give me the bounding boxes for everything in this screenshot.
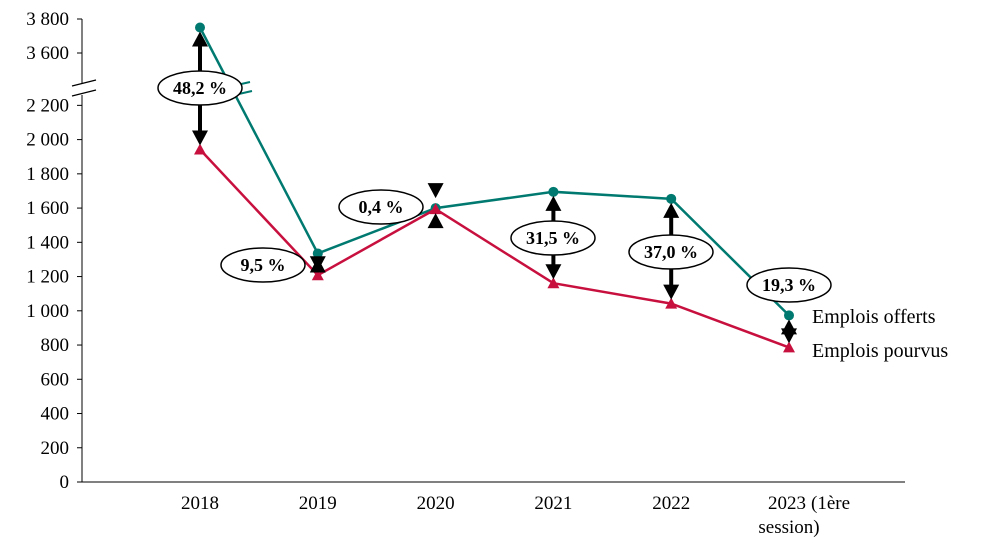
arrow-head [663, 284, 680, 300]
gap-label-bubble [338, 189, 424, 225]
arrow-head [309, 256, 326, 272]
data-point-circle [784, 310, 794, 321]
series-line-offerts [198, 26, 790, 317]
x-tick-label: 2021 [534, 493, 572, 514]
y-tick-label: 1 200 [26, 267, 69, 288]
gap-label-bubble [220, 247, 306, 283]
axes: 0 200 400 600 800 1 000 1 200 1 400 1 600 1 800 2 … [26, 9, 905, 538]
gap-label: 37,0 % [644, 242, 698, 262]
axis-break-mark [71, 89, 97, 97]
data-point-circle [666, 193, 677, 204]
x-tick-label: 2020 [417, 493, 455, 514]
arrow-head [781, 328, 797, 344]
data-point-triangle [429, 203, 442, 215]
y-tick-label: 800 [41, 335, 70, 356]
y-tick-label: 2 000 [26, 130, 69, 151]
data-point-circle [312, 248, 323, 259]
series-line-pourvus [199, 148, 790, 349]
y-tick-label: 1 600 [26, 198, 69, 219]
data-point-triangle [783, 341, 795, 353]
axis-break-mark [71, 79, 97, 87]
gap-label: 31,5 % [526, 228, 580, 248]
x-tick-label: session) [758, 517, 819, 538]
legend: Emplois offerts Emplois pourvus [812, 306, 948, 362]
gap-label-bubble [628, 234, 714, 270]
x-tick-label: (1ère [811, 493, 850, 514]
y-tick-label: 600 [41, 369, 70, 390]
x-tick-label: 2019 [299, 493, 337, 514]
gap-label: 9,5 % [241, 255, 286, 275]
gap-label-bubble [510, 220, 596, 256]
data-point-circle [195, 22, 205, 33]
data-point-triangle [547, 277, 560, 289]
arrow-head [192, 31, 208, 47]
series-lines [194, 22, 795, 353]
arrow-head [192, 130, 208, 146]
y-tick-label: 1 400 [26, 232, 69, 253]
y-tick-label: 400 [41, 404, 70, 425]
y-tick-label: 2 200 [26, 95, 69, 116]
x-tick-label: 2022 [652, 493, 690, 514]
data-point-triangle [311, 269, 324, 281]
y-tick-label: 200 [41, 438, 70, 459]
y-tick-label: 3 600 [26, 43, 69, 64]
gap-label: 19,3 % [762, 275, 816, 295]
arrow-head [427, 183, 444, 199]
gap-label-bubble [746, 267, 832, 303]
legend-emplois-offerts: Emplois offerts [812, 306, 936, 328]
y-tick-label: 0 [60, 472, 70, 493]
arrow-head [427, 213, 444, 229]
y-tick-label: 1 800 [26, 164, 69, 185]
x-tick-label: 2023 [768, 493, 806, 514]
y-tick-label: 1 000 [26, 301, 69, 322]
y-tick-label: 3 800 [26, 9, 69, 30]
x-tick-label: 2018 [181, 493, 219, 514]
arrow-head [545, 195, 562, 211]
data-point-triangle [194, 143, 206, 155]
gap-label: 48,2 % [173, 78, 227, 98]
legend-emplois-pourvus: Emplois pourvus [812, 340, 948, 362]
gap-label: 0,4 % [359, 197, 404, 217]
gap-labels: 48,2 % 9,5 % 0,4 % 31,5 % 37,0 % 19,3 % [157, 70, 832, 303]
gap-label-bubble [157, 70, 243, 106]
data-point-circle [548, 186, 559, 197]
arrow-head [545, 264, 562, 280]
arrow-head [663, 202, 680, 218]
data-point-triangle [665, 297, 678, 309]
